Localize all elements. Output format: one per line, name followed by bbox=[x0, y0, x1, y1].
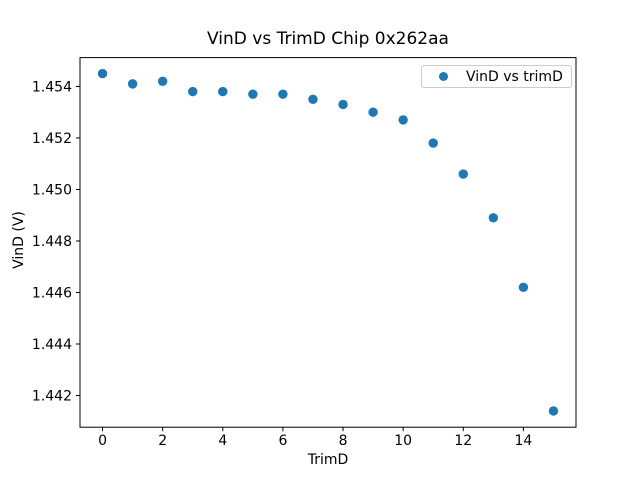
data-point bbox=[368, 107, 378, 117]
data-point bbox=[548, 406, 559, 416]
data-point bbox=[127, 79, 138, 89]
y-tick-label: 1.450 bbox=[32, 182, 72, 198]
x-tick-label: 6 bbox=[278, 433, 287, 449]
data-point bbox=[518, 282, 529, 293]
y-tick-label: 1.446 bbox=[32, 285, 72, 301]
x-axis-label: TrimD bbox=[307, 452, 349, 468]
data-point bbox=[398, 115, 408, 125]
data-point bbox=[218, 86, 228, 97]
axes-border bbox=[79, 57, 577, 428]
y-tick-label: 1.444 bbox=[32, 337, 72, 353]
x-tick-label: 10 bbox=[394, 433, 412, 449]
data-point bbox=[488, 213, 499, 223]
data-point bbox=[458, 169, 468, 179]
legend: VinD vs trimD bbox=[421, 65, 572, 88]
data-point bbox=[157, 76, 168, 86]
x-tick-label: 8 bbox=[339, 433, 348, 449]
chart-title: VinD vs TrimD Chip 0x262aa bbox=[207, 29, 449, 49]
x-tick-label: 0 bbox=[98, 433, 107, 449]
y-tick-label: 1.452 bbox=[32, 131, 72, 147]
data-point bbox=[97, 68, 108, 79]
data-point bbox=[278, 89, 288, 99]
y-tick-label: 1.448 bbox=[32, 234, 72, 250]
data-point bbox=[338, 99, 348, 110]
y-axis-label: VinD (V) bbox=[11, 211, 27, 269]
legend-marker-icon bbox=[439, 72, 448, 81]
x-tick-label: 2 bbox=[158, 433, 167, 449]
y-tick-label: 1.442 bbox=[32, 389, 72, 405]
data-point bbox=[248, 89, 258, 99]
x-tick-label: 14 bbox=[514, 433, 532, 449]
y-tick-label: 1.454 bbox=[32, 79, 72, 95]
data-point bbox=[428, 138, 438, 148]
x-tick-label: 12 bbox=[454, 433, 472, 449]
x-tick-label: 4 bbox=[218, 433, 227, 449]
legend-label: VinD vs trimD bbox=[466, 68, 563, 85]
data-point bbox=[188, 86, 198, 97]
data-point bbox=[308, 94, 318, 105]
